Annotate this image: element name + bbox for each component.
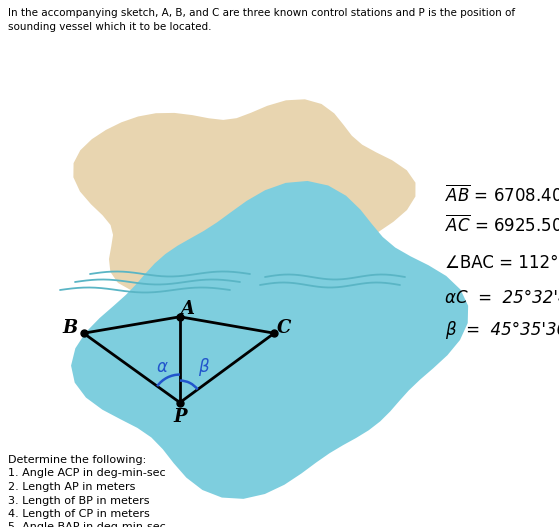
Text: C: C bbox=[277, 319, 291, 337]
Text: sounding vessel which it to be located.: sounding vessel which it to be located. bbox=[8, 22, 211, 32]
Text: P: P bbox=[173, 407, 187, 425]
Text: 3. Length of BP in meters: 3. Length of BP in meters bbox=[8, 495, 149, 505]
Text: β  =  45°35'30": β = 45°35'30" bbox=[445, 321, 559, 339]
Polygon shape bbox=[71, 181, 468, 499]
Text: In the accompanying sketch, A, B, and C are three known control stations and P i: In the accompanying sketch, A, B, and C … bbox=[8, 8, 515, 18]
Text: 2. Length AP in meters: 2. Length AP in meters bbox=[8, 482, 135, 492]
Text: A: A bbox=[181, 300, 195, 318]
Text: Determine the following:: Determine the following: bbox=[8, 455, 146, 465]
Text: αC  =  25°32'40": αC = 25°32'40" bbox=[445, 289, 559, 307]
Text: 5. Angle BAP in deg-min-sec: 5. Angle BAP in deg-min-sec bbox=[8, 522, 166, 527]
Text: B: B bbox=[62, 319, 77, 337]
Text: 4. Length of CP in meters: 4. Length of CP in meters bbox=[8, 509, 150, 519]
Text: β: β bbox=[198, 358, 209, 376]
Text: ∠BAC = 112°45' 25": ∠BAC = 112°45' 25" bbox=[445, 254, 559, 272]
Text: $\overline{AB}$ = 6708.40 m: $\overline{AB}$ = 6708.40 m bbox=[445, 184, 559, 206]
Text: 1. Angle ACP in deg-min-sec: 1. Angle ACP in deg-min-sec bbox=[8, 469, 165, 479]
Polygon shape bbox=[73, 99, 415, 342]
Text: α: α bbox=[156, 358, 167, 376]
Text: $\overline{AC}$ = 6925.50 m: $\overline{AC}$ = 6925.50 m bbox=[445, 214, 559, 236]
